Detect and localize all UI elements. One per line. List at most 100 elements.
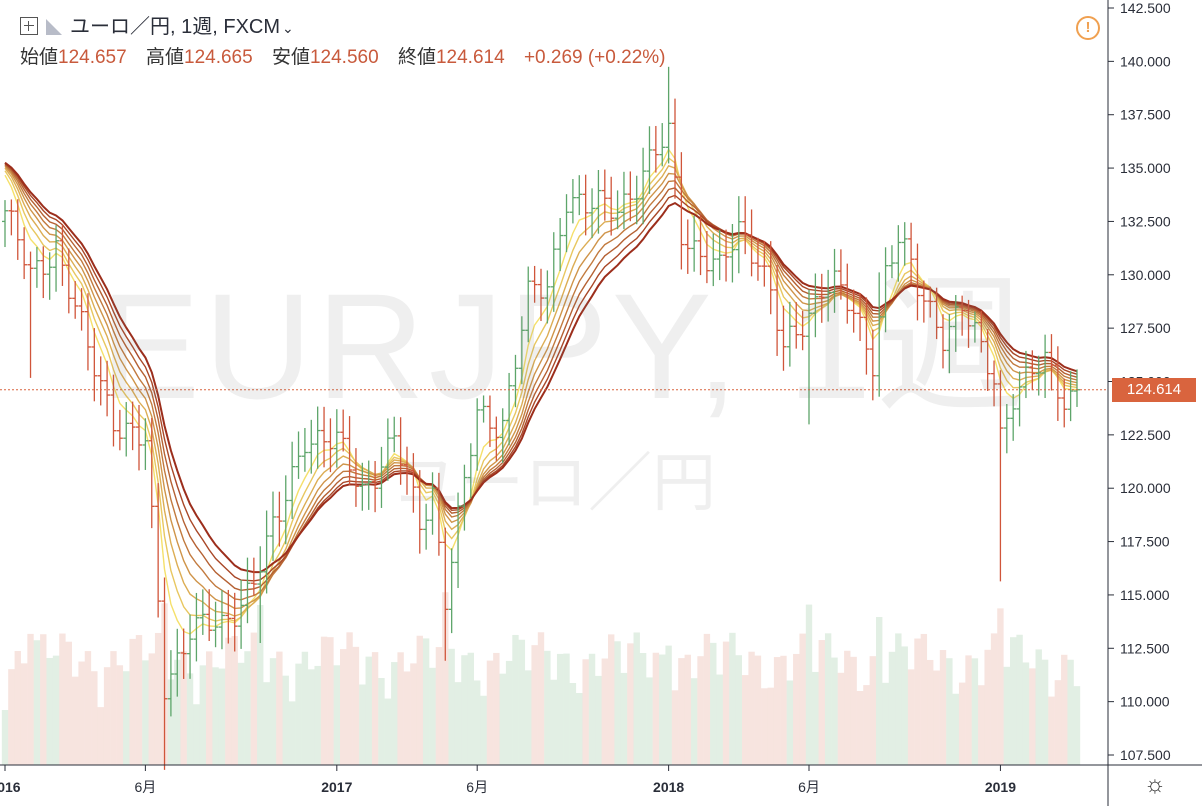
candle	[666, 67, 672, 164]
candle	[47, 252, 53, 300]
volume-bar	[602, 659, 608, 765]
volume-bar	[1036, 649, 1042, 765]
x-tick-label: 2016	[0, 779, 21, 795]
flag-icon	[46, 19, 62, 35]
volume-bar	[487, 661, 493, 765]
volume-bar	[544, 651, 550, 765]
volume-bar	[940, 650, 946, 765]
volume-bar	[72, 677, 78, 765]
volume-bar	[831, 658, 837, 765]
volume-bar	[685, 655, 691, 765]
volume-bar	[397, 652, 403, 765]
volume-bar	[908, 669, 914, 765]
volume-bar	[251, 633, 257, 765]
volume-bar	[870, 656, 876, 765]
watermark-name: ユーロ／円	[396, 432, 716, 524]
volume-bar	[844, 651, 850, 765]
volume-bar	[142, 660, 148, 765]
volume-bar	[850, 657, 856, 765]
volume-bar	[595, 676, 601, 765]
volume-bar	[991, 633, 997, 765]
volume-bar	[321, 637, 327, 765]
volume-bar	[742, 675, 748, 765]
x-tick-label: 2018	[653, 779, 684, 795]
volume-bar	[493, 653, 499, 765]
volume-bar	[525, 670, 531, 765]
volume-bar	[359, 684, 365, 765]
volume-bar	[340, 649, 346, 765]
volume-bar	[716, 675, 722, 765]
volume-bar	[1029, 668, 1035, 765]
volume-bar	[876, 617, 882, 765]
settings-gear-icon[interactable]: ☼	[1144, 771, 1166, 799]
volume-bar	[1061, 655, 1067, 765]
candle	[634, 176, 640, 225]
volume-bar	[155, 633, 161, 765]
volume-bar	[302, 652, 308, 765]
volume-bar	[582, 659, 588, 765]
volume-bar	[200, 665, 206, 765]
volume-bar	[965, 655, 971, 765]
volume-bar	[91, 671, 97, 765]
volume-bar	[448, 649, 454, 765]
volume-bar	[149, 653, 155, 765]
volume-bar	[1067, 660, 1073, 765]
y-tick-label: 132.500	[1120, 213, 1171, 229]
volume-bar	[410, 663, 416, 765]
candle	[21, 227, 27, 279]
y-tick-label: 127.500	[1120, 320, 1171, 336]
symbol-title[interactable]: ユーロ／円, 1週, FXCM	[70, 16, 280, 38]
close-label: 終値	[398, 47, 436, 68]
y-tick-label: 107.500	[1120, 747, 1171, 763]
volume-bar	[219, 669, 225, 765]
volume-bar	[659, 655, 665, 765]
candle	[570, 179, 576, 223]
volume-bar	[634, 632, 640, 765]
volume-bar	[838, 673, 844, 765]
alert-icon[interactable]: !	[1076, 16, 1100, 40]
volume-bar	[244, 651, 250, 765]
volume-bar	[557, 654, 563, 765]
volume-bar	[621, 673, 627, 765]
volume-bar	[225, 638, 231, 765]
legend: ユーロ／円, 1週, FXCM ⌄ 始値124.657 高値124.665 安値1…	[20, 12, 665, 73]
volume-bar	[129, 639, 135, 765]
y-tick-label: 110.000	[1120, 694, 1170, 710]
volume-bar	[723, 642, 729, 765]
volume-bar	[946, 658, 952, 765]
volume-bar	[997, 608, 1003, 765]
volume-bar	[404, 671, 410, 765]
volume-bar	[576, 693, 582, 765]
y-tick-label: 140.000	[1120, 53, 1171, 69]
candle	[225, 590, 231, 644]
candle	[34, 247, 40, 288]
volume-bar	[538, 632, 544, 765]
volume-bar	[117, 665, 123, 765]
volume-bar	[85, 651, 91, 765]
volume-bar	[455, 682, 461, 765]
candle	[206, 589, 212, 641]
candle	[653, 126, 659, 173]
open-value: 124.657	[58, 47, 127, 68]
volume-bar	[2, 710, 8, 765]
y-tick-label: 120.000	[1120, 480, 1171, 496]
volume-bar	[589, 654, 595, 765]
volume-bar	[570, 683, 576, 765]
x-tick-label: 6月	[466, 779, 488, 795]
y-tick-label: 130.000	[1120, 267, 1171, 283]
volume-bar	[889, 652, 895, 765]
high-value: 124.665	[184, 47, 253, 68]
volume-bar	[270, 658, 276, 765]
volume-bar	[289, 701, 295, 765]
volume-bar	[206, 651, 212, 765]
volume-bar	[984, 650, 990, 765]
volume-bar	[238, 663, 244, 765]
add-box-icon[interactable]	[20, 17, 38, 35]
volume-bar	[704, 634, 710, 765]
volume-bar	[78, 662, 84, 765]
chevron-down-icon[interactable]: ⌄	[282, 20, 294, 36]
volume-bar	[774, 657, 780, 765]
x-tick-label: 6月	[798, 779, 820, 795]
candle	[251, 558, 257, 596]
low-label: 安値	[272, 47, 310, 68]
